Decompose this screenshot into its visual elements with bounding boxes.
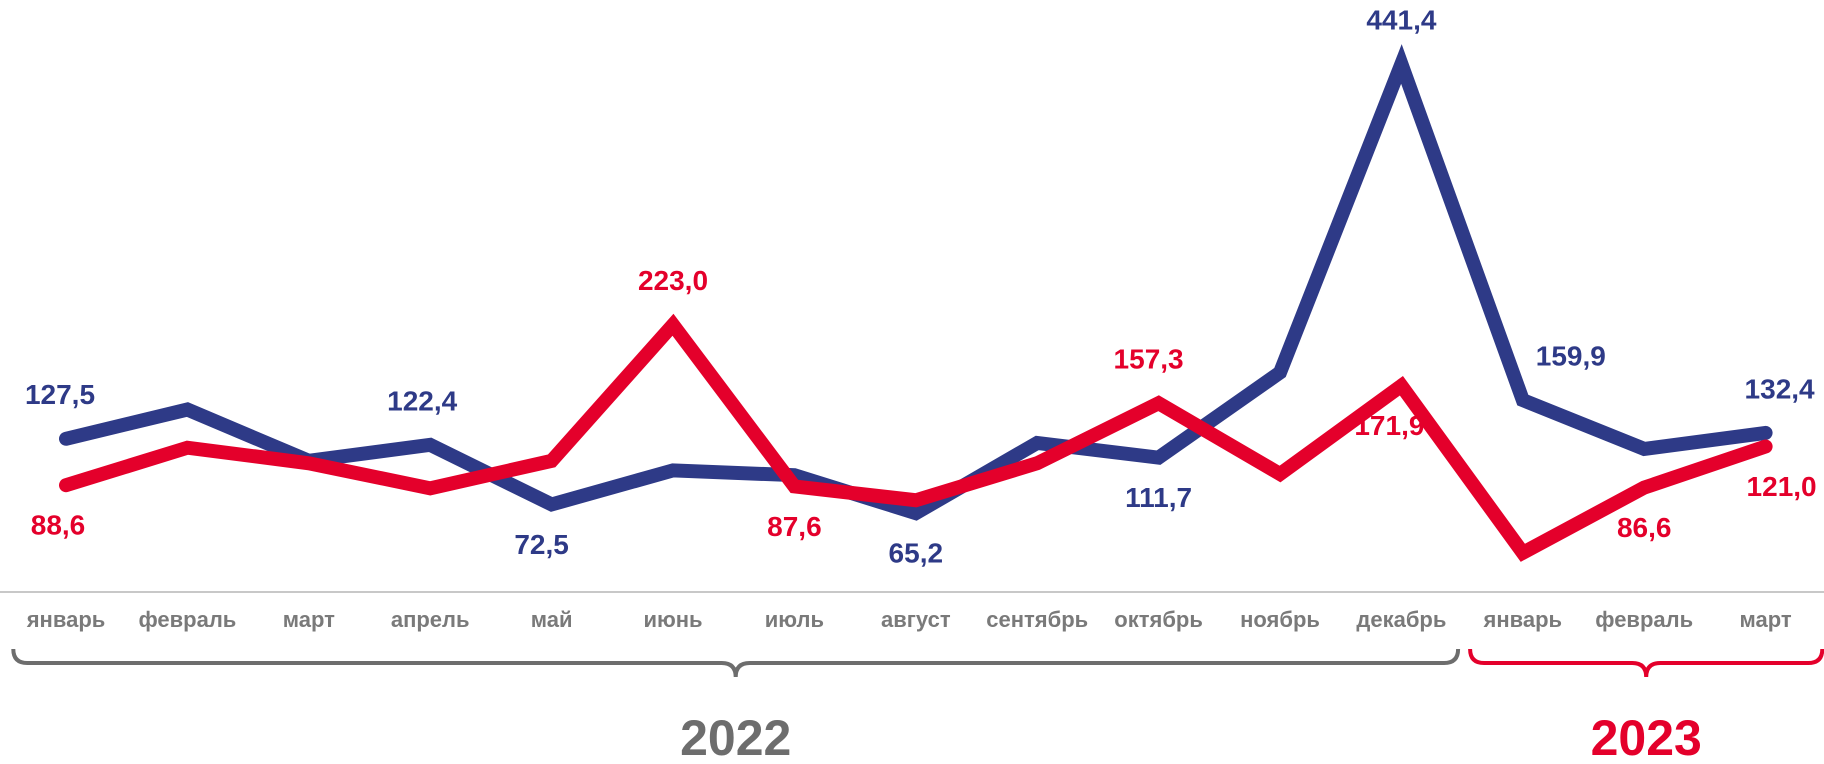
data-label: 132,4 — [1745, 373, 1815, 404]
data-label: 127,5 — [25, 379, 95, 410]
x-tick-label: март — [1740, 607, 1792, 632]
group-brace — [11, 648, 1461, 678]
data-label: 87,6 — [767, 511, 822, 542]
x-tick-label: декабрь — [1356, 607, 1446, 632]
data-label: 171,9 — [1354, 410, 1424, 441]
series-line — [59, 44, 1773, 521]
data-label: 223,0 — [638, 265, 708, 296]
group-brace — [1468, 648, 1824, 678]
data-label: 121,0 — [1747, 471, 1817, 502]
x-tick-label: октябрь — [1114, 607, 1203, 632]
data-label: 111,7 — [1125, 482, 1192, 513]
x-tick-label: июнь — [643, 607, 702, 632]
data-label: 65,2 — [889, 538, 944, 569]
x-tick-label: январь — [26, 607, 106, 632]
data-label: 441,4 — [1366, 4, 1436, 35]
x-tick-label: ноябрь — [1240, 607, 1320, 632]
x-tick-label: май — [531, 607, 573, 632]
series-line — [59, 313, 1773, 562]
x-tick-label: июль — [765, 607, 824, 632]
x-tick-label: январь — [1483, 607, 1563, 632]
data-label: 122,4 — [387, 385, 457, 416]
x-tick-label: февраль — [138, 607, 236, 632]
data-label: 157,3 — [1114, 344, 1184, 375]
data-label: 72,5 — [514, 529, 569, 560]
data-label: 159,9 — [1536, 340, 1606, 371]
data-label: 86,6 — [1617, 512, 1672, 543]
x-tick-label: апрель — [391, 607, 470, 632]
x-tick-label: март — [283, 607, 335, 632]
x-tick-label: сентябрь — [986, 607, 1088, 632]
data-label: 88,6 — [31, 510, 86, 541]
group-label: 2023 — [1591, 710, 1702, 764]
x-tick-label: август — [881, 607, 951, 632]
x-tick-label: февраль — [1595, 607, 1693, 632]
group-label: 2022 — [680, 710, 791, 764]
